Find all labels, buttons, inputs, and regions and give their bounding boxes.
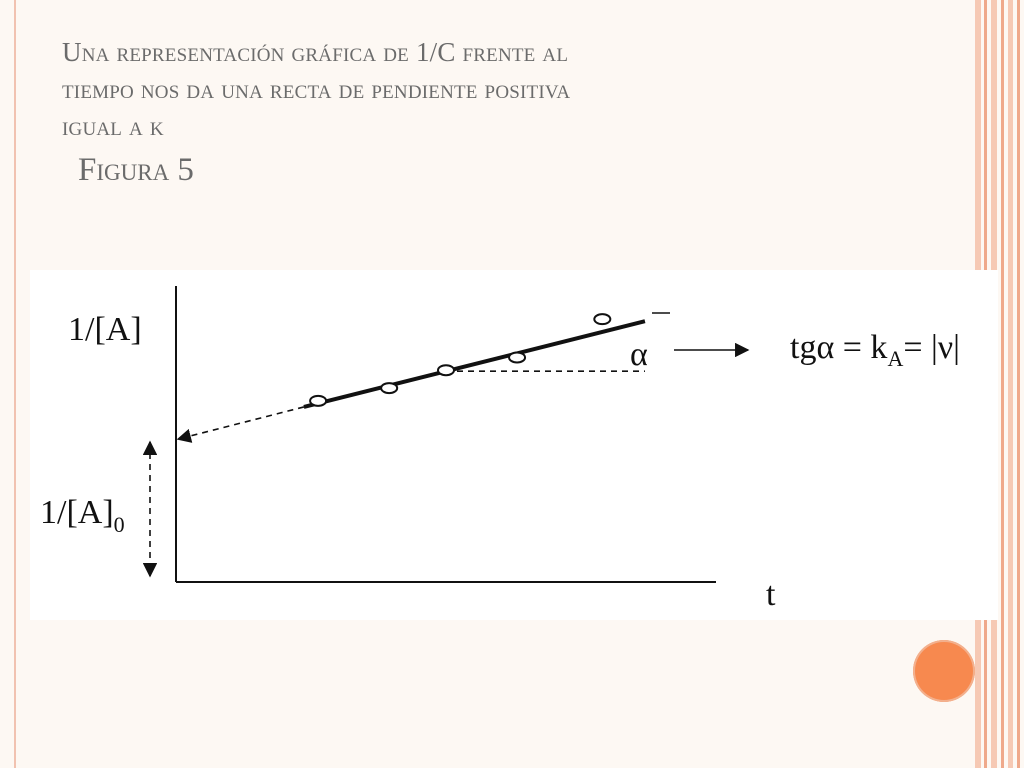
chart: 1/[A] t 1/[A]0 α tgα = kA= |ν| bbox=[40, 286, 960, 613]
decorative-circle bbox=[913, 640, 975, 702]
formula-subscript: A bbox=[887, 346, 903, 371]
y-axis-label: 1/[A] bbox=[68, 311, 142, 348]
fit-line bbox=[303, 319, 646, 409]
title-line-3: igual a k bbox=[62, 111, 164, 141]
intercept-label: 1/[A]0 bbox=[40, 494, 125, 537]
title-line-1: Una representación gráfica de 1/C frente… bbox=[62, 37, 569, 67]
angle-label: α bbox=[630, 336, 648, 373]
data-point-5 bbox=[593, 313, 612, 326]
slope-formula: tgα = kA= |ν| bbox=[790, 329, 960, 371]
data-point-2 bbox=[380, 382, 399, 395]
left-frame-line bbox=[14, 0, 16, 768]
title-line-2: tiempo nos da una recta de pendiente pos… bbox=[62, 74, 571, 104]
slide-title: Una representación gráfica de 1/C frente… bbox=[62, 34, 862, 145]
intercept-label-main: 1/[A] bbox=[40, 494, 114, 531]
figure-caption: Figura 5 bbox=[78, 152, 194, 188]
data-points bbox=[309, 313, 612, 407]
right-stripe-4 bbox=[1001, 0, 1004, 768]
figure-panel: 1/[A] t 1/[A]0 α tgα = kA= |ν| bbox=[30, 270, 998, 620]
data-point-4 bbox=[508, 351, 527, 364]
formula-tail: = |ν| bbox=[903, 329, 960, 366]
intercept-label-subscript: 0 bbox=[114, 512, 125, 537]
x-axis-label: t bbox=[766, 576, 776, 613]
data-point-1 bbox=[309, 394, 328, 407]
right-stripe-6 bbox=[1017, 0, 1020, 768]
extrapolation-line bbox=[176, 406, 305, 443]
formula-lead: tgα = k bbox=[790, 329, 887, 366]
right-stripe-5 bbox=[1008, 0, 1013, 768]
data-point-3 bbox=[437, 364, 455, 377]
